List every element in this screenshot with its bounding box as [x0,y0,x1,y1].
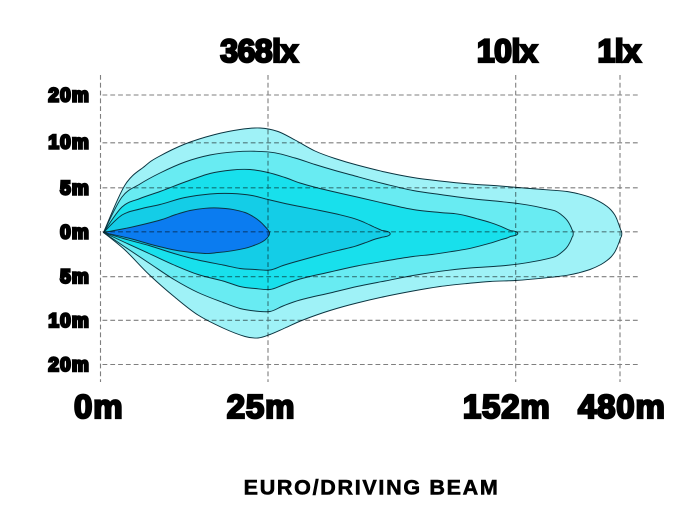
svg-text:368lx: 368lx [220,33,298,69]
svg-text:25m: 25m [227,388,295,425]
svg-text:0m: 0m [74,388,123,425]
svg-text:10m: 10m [48,311,90,332]
svg-text:5m: 5m [60,178,90,199]
svg-text:152m: 152m [463,388,551,425]
svg-text:20m: 20m [48,85,90,106]
svg-text:480m: 480m [578,388,666,425]
svg-text:10lx: 10lx [477,33,538,69]
svg-text:EURO/DRIVING BEAM: EURO/DRIVING BEAM [244,476,500,500]
svg-text:20m: 20m [48,355,90,376]
svg-text:10m: 10m [48,132,90,153]
svg-text:1lx: 1lx [598,33,642,69]
svg-text:5m: 5m [60,267,90,288]
svg-text:0m: 0m [60,222,90,243]
